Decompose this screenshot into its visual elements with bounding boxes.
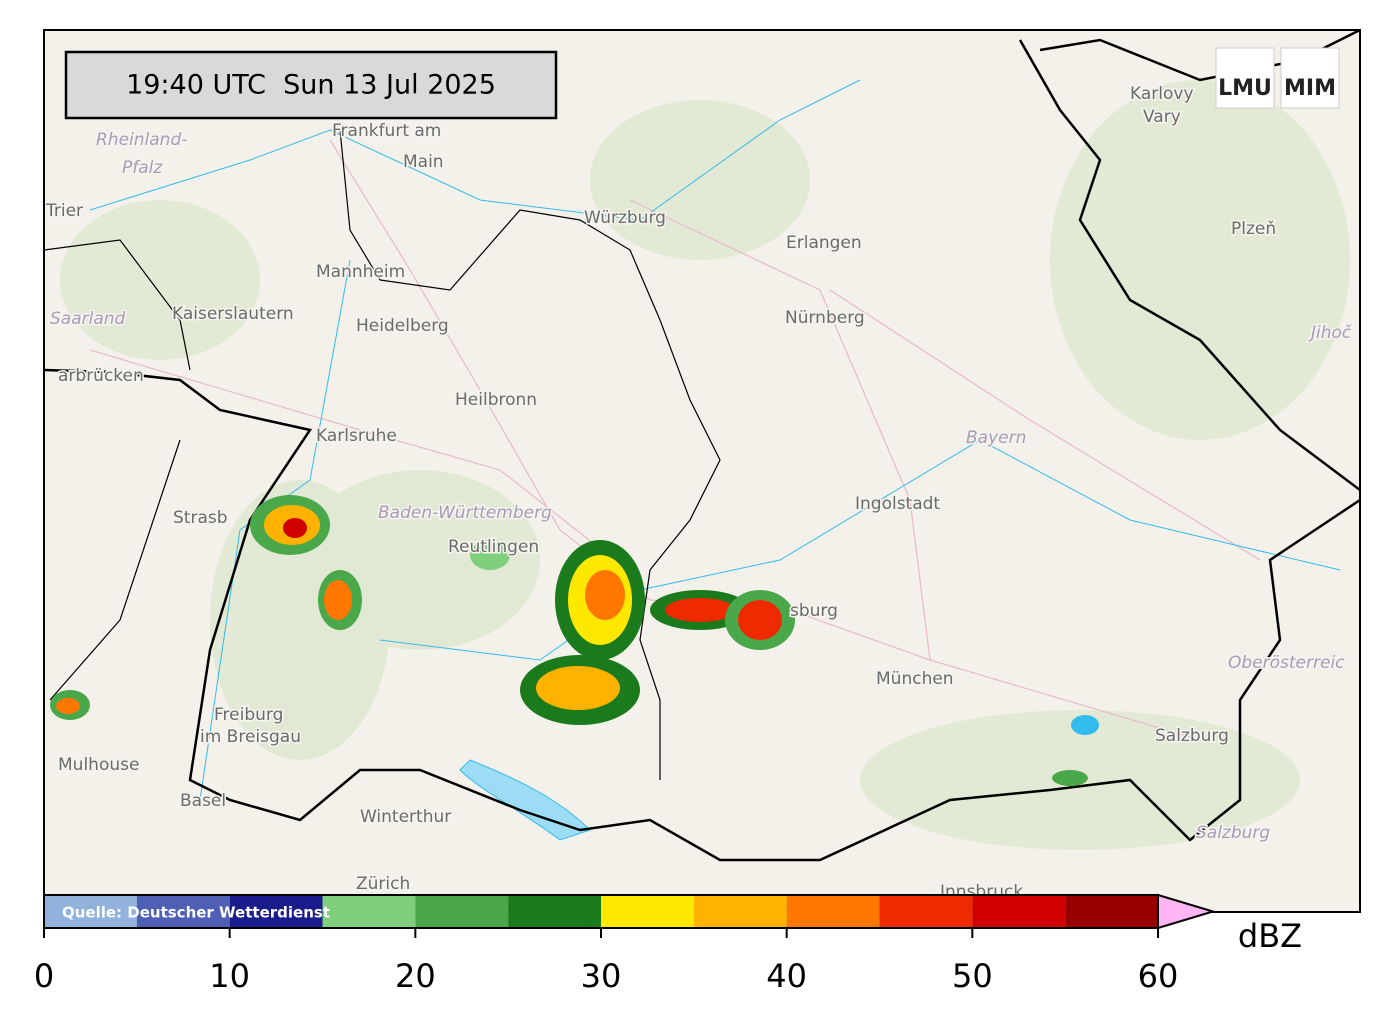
radar-echoes bbox=[50, 495, 1099, 786]
state-borders bbox=[44, 129, 721, 780]
colorbar: 0 10 20 30 40 50 60 bbox=[34, 893, 1217, 995]
place-label: Oberösterreic bbox=[1228, 653, 1345, 673]
place-label: Würzburg bbox=[584, 208, 666, 228]
place-label: Main bbox=[403, 152, 444, 172]
tick-label: 60 bbox=[1138, 957, 1179, 995]
place-label: Winterthur bbox=[360, 807, 451, 827]
colorbar-segment bbox=[44, 895, 137, 928]
colorbar-segment bbox=[879, 895, 973, 928]
logo-box bbox=[1280, 47, 1340, 109]
tick-label: 10 bbox=[209, 957, 250, 995]
colorbar-segment bbox=[229, 895, 323, 928]
place-label: Erlangen bbox=[786, 233, 862, 253]
place-label: Pfalz bbox=[122, 158, 163, 178]
logo: MIM bbox=[1284, 76, 1336, 101]
tick-label: 20 bbox=[395, 957, 436, 995]
colorbar-segment bbox=[1065, 895, 1158, 928]
place-label: Plzeň bbox=[1231, 219, 1276, 239]
colorbar-segment bbox=[972, 895, 1066, 928]
place-label: Vary bbox=[1143, 107, 1181, 127]
place-label: Freiburg bbox=[214, 705, 283, 725]
place-label: Kaiserslautern bbox=[172, 304, 294, 324]
place-label: Heidelberg bbox=[356, 316, 449, 336]
place-label: Basel bbox=[180, 791, 226, 811]
place-label: Rheinland- bbox=[96, 130, 187, 150]
lake bbox=[459, 759, 591, 841]
place-label: Salzburg bbox=[1155, 726, 1229, 746]
place-label: Nürnberg bbox=[785, 308, 865, 328]
place-label: Mannheim bbox=[316, 262, 405, 282]
colorbar-segment bbox=[322, 895, 416, 928]
place-label: Jihoč bbox=[1308, 323, 1352, 343]
map: Frankfurt am Main Rheinland- Pfalz Trier Mann… bbox=[44, 30, 1360, 912]
logo-box bbox=[1215, 47, 1275, 109]
place-label: Bayern bbox=[966, 428, 1026, 448]
tick-label: 30 bbox=[581, 957, 622, 995]
colorbar-label: dBZ bbox=[1238, 917, 1302, 955]
place-label: München bbox=[876, 669, 954, 689]
timestamp: 19:40 UTC Sun 13 Jul 2025 bbox=[126, 70, 496, 101]
colorbar-segment bbox=[136, 895, 230, 928]
place-label: sburg bbox=[790, 601, 838, 621]
place-label: Reutlingen bbox=[448, 537, 539, 557]
place-label: arbrücken bbox=[58, 366, 144, 386]
place-label: Trier bbox=[45, 201, 83, 221]
place-label: Karlsruhe bbox=[316, 426, 397, 446]
place-label: Mulhouse bbox=[58, 755, 139, 775]
place-label: Zürich bbox=[356, 874, 410, 894]
tick-label: 50 bbox=[952, 957, 993, 995]
place-label: Ingolstadt bbox=[855, 494, 940, 514]
logo: LMU bbox=[1218, 76, 1272, 101]
tick-label: 40 bbox=[766, 957, 807, 995]
place-label: Frankfurt am bbox=[332, 121, 441, 141]
colorbar-segment bbox=[415, 895, 509, 928]
colorbar-segment bbox=[786, 895, 880, 928]
place-label: im Breisgau bbox=[200, 727, 301, 747]
place-label: Saarland bbox=[50, 309, 126, 329]
colorbar-segment bbox=[508, 895, 601, 928]
colorbar-segment bbox=[601, 895, 694, 928]
place-label: Baden-Württemberg bbox=[378, 503, 552, 523]
tick-label: 0 bbox=[34, 957, 54, 995]
place-label: Salzburg bbox=[1196, 823, 1270, 843]
place-label: Heilbronn bbox=[455, 390, 537, 410]
timestamp-box bbox=[64, 50, 558, 120]
source-note: Quelle: Deutscher Wetterdienst bbox=[62, 904, 330, 922]
place-label: Strasb bbox=[173, 508, 228, 528]
colorbar-segment bbox=[693, 895, 787, 928]
place-label: Karlovy bbox=[1130, 84, 1194, 104]
